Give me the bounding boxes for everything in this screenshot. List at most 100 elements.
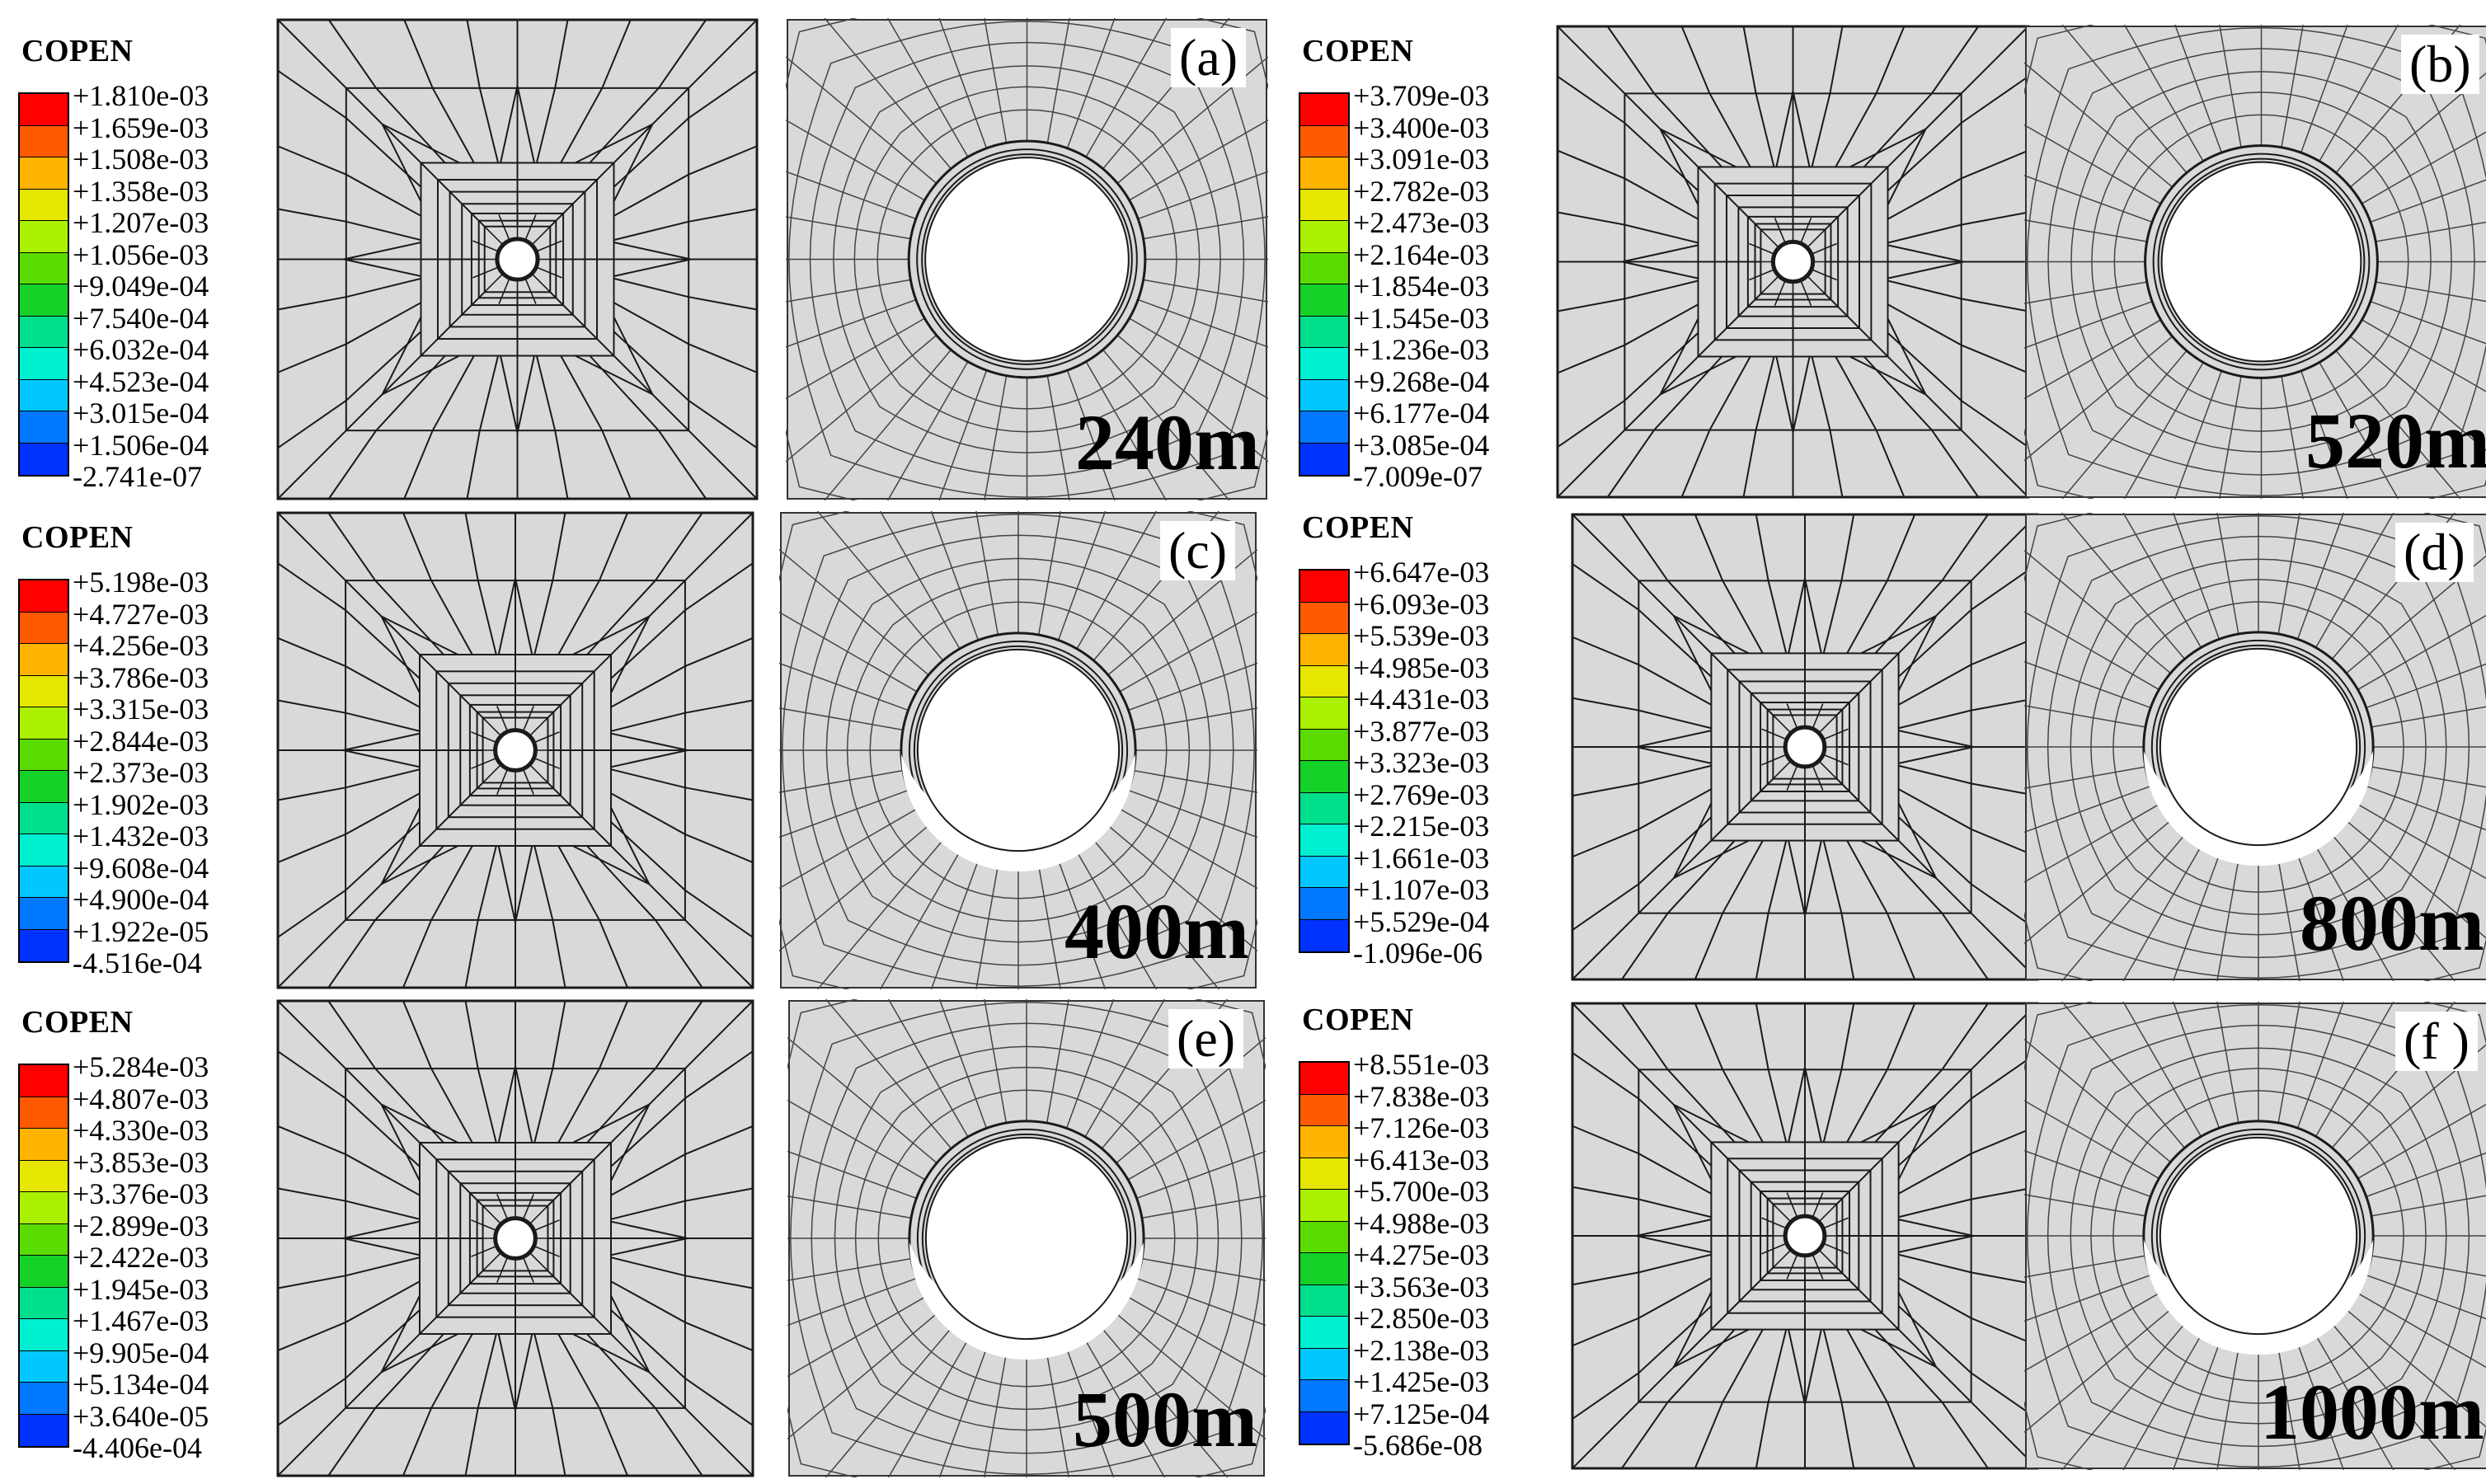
legend-colorbar bbox=[1299, 1061, 1350, 1445]
overall-mesh bbox=[276, 511, 754, 989]
legend-value: -4.406e-04 bbox=[73, 1431, 202, 1464]
legend-band bbox=[1300, 125, 1348, 157]
legend-band bbox=[1300, 1094, 1348, 1126]
legend-value: +9.608e-04 bbox=[73, 851, 209, 885]
legend-title: COPEN bbox=[1302, 510, 1414, 545]
legend-value: +2.422e-03 bbox=[73, 1241, 209, 1274]
legend-band bbox=[20, 1256, 68, 1288]
legend-value: +4.988e-03 bbox=[1353, 1206, 1490, 1240]
legend-band bbox=[1300, 1348, 1348, 1380]
legend-band bbox=[1300, 1317, 1348, 1349]
legend-value: +2.164e-03 bbox=[1353, 237, 1490, 271]
legend-value: +5.134e-04 bbox=[73, 1368, 209, 1401]
legend-value: +1.508e-03 bbox=[73, 143, 209, 176]
legend-band bbox=[1300, 221, 1348, 253]
legend-value: +3.877e-03 bbox=[1353, 714, 1490, 748]
legend-band bbox=[1300, 792, 1348, 824]
legend-value: +1.425e-03 bbox=[1353, 1365, 1490, 1398]
legend-value: +9.268e-04 bbox=[1353, 364, 1490, 398]
detail-mesh bbox=[787, 999, 1266, 1477]
legend-band bbox=[1300, 316, 1348, 348]
detail-mesh bbox=[2024, 1002, 2486, 1470]
legend-band bbox=[20, 411, 68, 444]
legend-band bbox=[1300, 602, 1348, 634]
legend-band bbox=[20, 580, 68, 613]
legend-value: +4.727e-03 bbox=[73, 597, 209, 631]
legend-value: +3.085e-04 bbox=[1353, 428, 1490, 462]
legend-value: +2.844e-03 bbox=[73, 724, 209, 758]
legend-value: +1.467e-03 bbox=[73, 1304, 209, 1337]
legend-band bbox=[1300, 1126, 1348, 1158]
legend-value: +1.661e-03 bbox=[1353, 841, 1490, 875]
depth-label: 800m bbox=[2300, 879, 2484, 967]
legend-band bbox=[20, 348, 68, 380]
legend-value: +1.902e-03 bbox=[73, 787, 209, 821]
legend-value: +7.838e-03 bbox=[1353, 1079, 1490, 1113]
legend-band bbox=[20, 1129, 68, 1161]
legend-value: +5.198e-03 bbox=[73, 566, 209, 599]
legend-value: +4.431e-03 bbox=[1353, 683, 1490, 716]
legend-value: +1.945e-03 bbox=[73, 1272, 209, 1306]
legend-value: +3.376e-03 bbox=[73, 1177, 209, 1210]
legend-band bbox=[1300, 888, 1348, 920]
legend-band bbox=[20, 94, 68, 126]
legend-value: +4.275e-03 bbox=[1353, 1238, 1490, 1271]
legend-value: +2.782e-03 bbox=[1353, 174, 1490, 208]
legend-band bbox=[20, 898, 68, 930]
legend-band bbox=[20, 252, 68, 284]
depth-label: 520m bbox=[2305, 397, 2486, 485]
legend-value: +5.539e-03 bbox=[1353, 619, 1490, 652]
legend-band bbox=[1300, 379, 1348, 411]
legend-value: +4.900e-04 bbox=[73, 883, 209, 916]
depth-label: 1000m bbox=[2260, 1368, 2484, 1456]
legend-value: -2.741e-07 bbox=[73, 460, 202, 493]
legend-band bbox=[1300, 1253, 1348, 1285]
legend-value: +7.125e-04 bbox=[1353, 1397, 1490, 1430]
overall-mesh bbox=[1571, 1002, 2039, 1470]
legend-colorbar bbox=[1299, 569, 1350, 953]
legend-value: +7.126e-03 bbox=[1353, 1111, 1490, 1144]
legend-value: -4.516e-04 bbox=[73, 946, 202, 979]
legend-band bbox=[20, 771, 68, 803]
legend-value: +4.330e-03 bbox=[73, 1114, 209, 1147]
legend-value: +5.700e-03 bbox=[1353, 1175, 1490, 1208]
panel-tag: (c) bbox=[1160, 521, 1236, 580]
legend-value: -1.096e-06 bbox=[1353, 937, 1483, 970]
depth-label: 400m bbox=[1064, 887, 1249, 975]
legend-value: +3.315e-03 bbox=[73, 693, 209, 726]
legend-band bbox=[1300, 761, 1348, 793]
legend-band bbox=[1300, 919, 1348, 951]
legend-value: +2.769e-03 bbox=[1353, 777, 1490, 811]
legend-band bbox=[20, 284, 68, 317]
legend-band bbox=[1300, 284, 1348, 317]
depth-label: 240m bbox=[1075, 398, 1260, 486]
panel-tag: (b) bbox=[2401, 35, 2479, 94]
legend-colorbar bbox=[18, 92, 69, 477]
legend-value: +1.207e-03 bbox=[73, 206, 209, 239]
legend-value: +6.413e-03 bbox=[1353, 1143, 1490, 1176]
legend-band bbox=[20, 157, 68, 190]
legend-value: +2.215e-03 bbox=[1353, 810, 1490, 843]
legend-band bbox=[20, 644, 68, 676]
legend-band bbox=[1300, 348, 1348, 380]
legend-band bbox=[20, 1160, 68, 1192]
legend-band bbox=[1300, 1158, 1348, 1190]
overall-mesh bbox=[276, 999, 754, 1477]
legend-band bbox=[20, 1287, 68, 1319]
panel-tag: (e) bbox=[1168, 1009, 1244, 1068]
legend-band bbox=[1300, 411, 1348, 444]
legend-band bbox=[20, 221, 68, 253]
legend-value: +2.899e-03 bbox=[73, 1209, 209, 1242]
legend-band bbox=[20, 612, 68, 644]
legend-value: +5.529e-04 bbox=[1353, 904, 1490, 938]
legend-value: +1.432e-03 bbox=[73, 819, 209, 852]
legend-band bbox=[1300, 1190, 1348, 1222]
legend-value: +6.647e-03 bbox=[1353, 556, 1490, 589]
legend-value: +6.032e-04 bbox=[73, 333, 209, 366]
legend-band bbox=[20, 1223, 68, 1256]
legend-value: -7.009e-07 bbox=[1353, 460, 1483, 493]
legend-band bbox=[20, 316, 68, 348]
legend-band bbox=[20, 1192, 68, 1224]
legend-band bbox=[1300, 665, 1348, 697]
legend-value: +9.049e-04 bbox=[73, 270, 209, 303]
